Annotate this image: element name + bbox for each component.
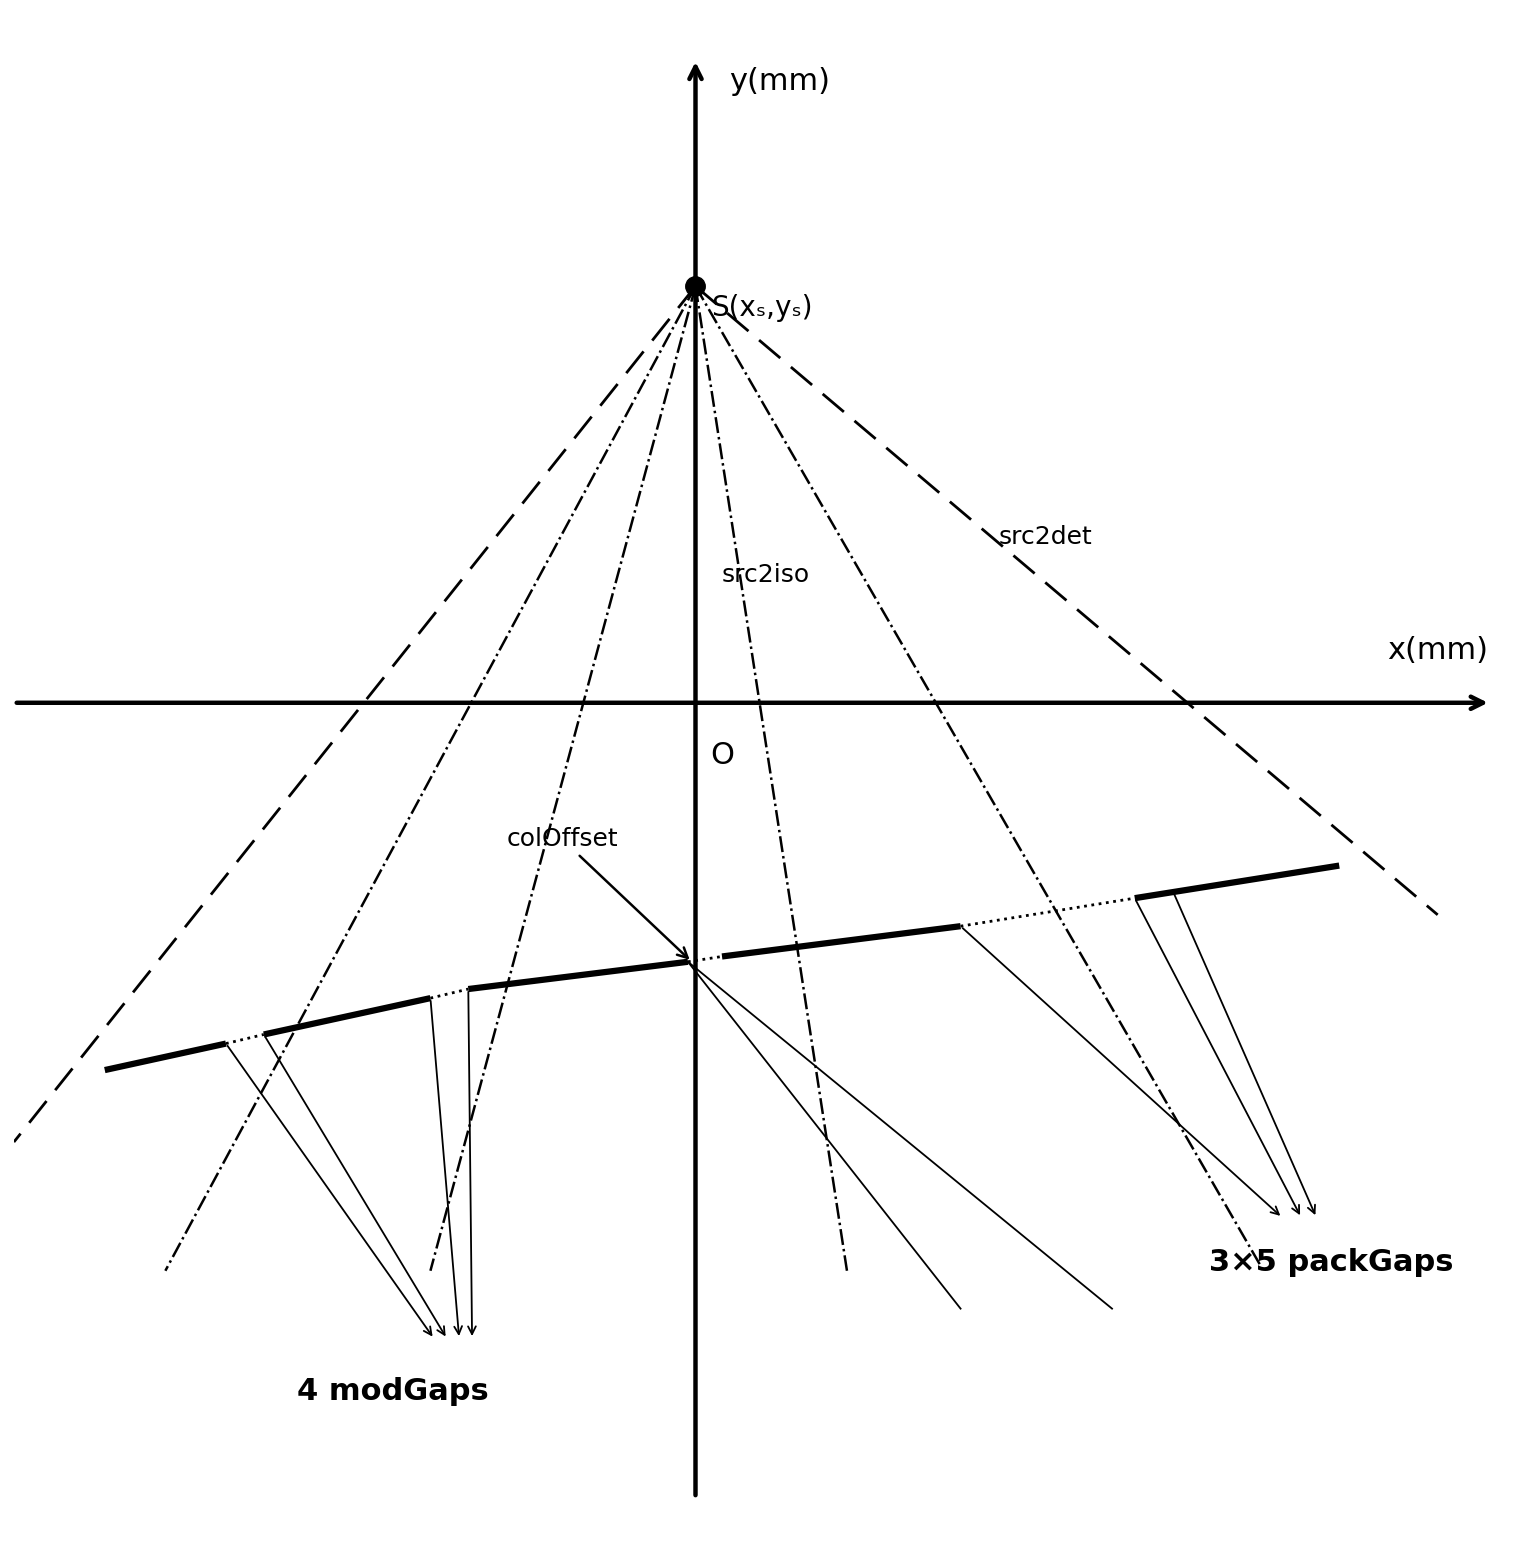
Text: colOffset: colOffset xyxy=(507,827,688,958)
Text: 3×5 packGaps: 3×5 packGaps xyxy=(1209,1247,1454,1277)
Text: S(xₛ,yₛ): S(xₛ,yₛ) xyxy=(711,294,812,322)
Text: O: O xyxy=(711,741,735,769)
Text: src2det: src2det xyxy=(999,525,1092,548)
Text: y(mm): y(mm) xyxy=(729,67,831,95)
Text: src2iso: src2iso xyxy=(722,562,809,587)
Text: 4 modGaps: 4 modGaps xyxy=(297,1376,489,1406)
Text: x(mm): x(mm) xyxy=(1387,635,1489,665)
